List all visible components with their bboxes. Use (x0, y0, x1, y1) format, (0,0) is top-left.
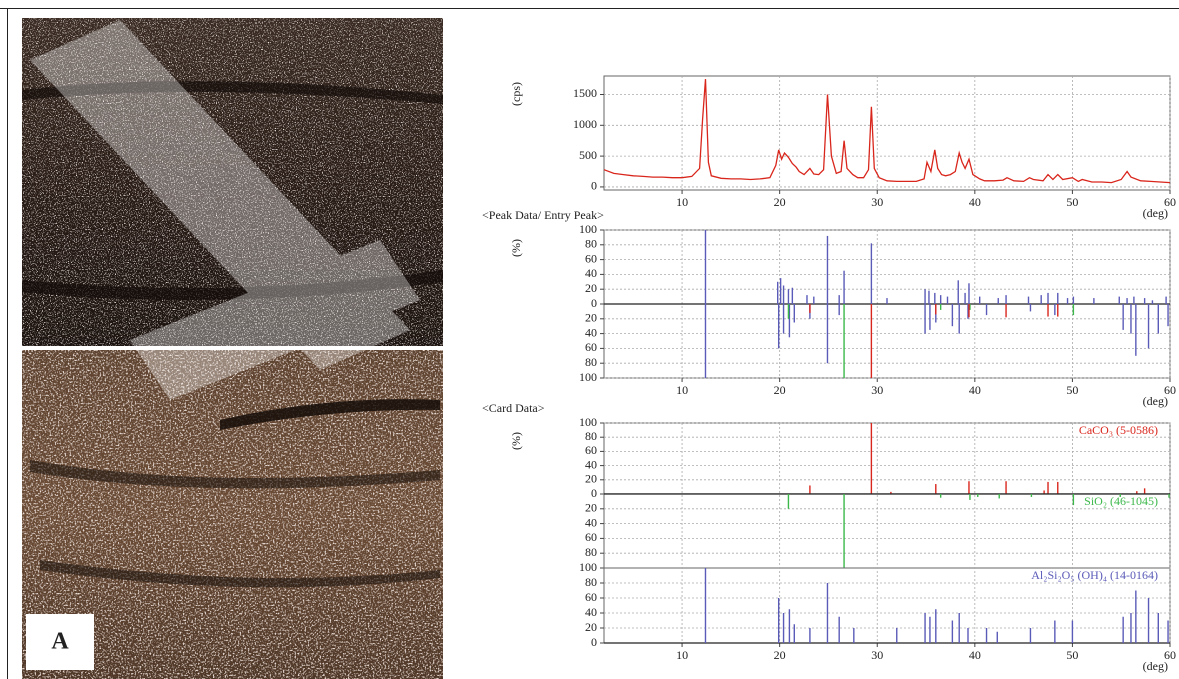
y-tick-label: 100 (579, 222, 597, 236)
x-tick-label: 30 (871, 195, 883, 209)
x-tick-label: 50 (1066, 648, 1078, 662)
chart-title: <Peak Data/ Entry Peak> (482, 208, 604, 222)
x-tick-label: 10 (676, 648, 688, 662)
y-tick-label: 0 (591, 179, 597, 193)
x-tick-label: 20 (774, 648, 786, 662)
y-tick-label: 20 (585, 620, 597, 634)
x-tick-label: 60 (1164, 195, 1176, 209)
x-tick-label: 10 (676, 195, 688, 209)
x-axis-label: (deg) (1143, 659, 1168, 673)
y-tick-label: 20 (585, 472, 597, 486)
y-tick-label: 1000 (573, 117, 597, 131)
y-tick-label: 80 (585, 237, 597, 251)
x-axis-label: (deg) (1143, 206, 1168, 220)
panel-label: A (51, 629, 69, 655)
x-tick-label: 20 (774, 383, 786, 397)
x-tick-label: 10 (676, 383, 688, 397)
y-axis-label: (%) (509, 432, 523, 450)
y-tick-label: 40 (585, 515, 597, 529)
plot-area (603, 75, 1171, 191)
plot-area (603, 422, 1171, 495)
chart-title: <Card Data> (482, 401, 545, 415)
y-tick-label: 1500 (573, 86, 597, 100)
y-tick-label: 100 (579, 415, 597, 429)
y-tick-label: 0 (591, 296, 597, 310)
x-tick-label: 20 (774, 195, 786, 209)
plot-area (603, 567, 1171, 644)
data-line (603, 79, 1171, 184)
x-tick-label: 40 (969, 195, 981, 209)
legend-entry: Al₂Si₂O₅ (OH)₄ (14-0164) (1031, 568, 1158, 582)
x-axis-label: (deg) (1143, 394, 1168, 408)
y-tick-label: 60 (585, 443, 597, 457)
legend-entry: SiO₂ (46-1045) (1084, 494, 1158, 508)
photo-top (22, 18, 443, 346)
y-tick-label: 20 (585, 311, 597, 325)
y-tick-label: 100 (579, 560, 597, 574)
y-tick-label: 500 (579, 148, 597, 162)
y-tick-label: 80 (585, 575, 597, 589)
y-tick-label: 40 (585, 266, 597, 280)
x-tick-label: 50 (1066, 195, 1078, 209)
y-tick-label: 80 (585, 429, 597, 443)
x-tick-label: 30 (871, 648, 883, 662)
x-tick-label: 60 (1164, 648, 1176, 662)
plot-area (603, 493, 1171, 569)
y-tick-label: 80 (585, 545, 597, 559)
y-tick-label: 60 (585, 590, 597, 604)
x-tick-label: 30 (871, 383, 883, 397)
y-tick-label: 40 (585, 605, 597, 619)
y-tick-label: 40 (585, 457, 597, 471)
y-tick-label: 80 (585, 355, 597, 369)
y-tick-label: 60 (585, 251, 597, 265)
y-tick-label: 60 (585, 530, 597, 544)
y-tick-label: 100 (579, 370, 597, 384)
x-tick-label: 40 (969, 648, 981, 662)
x-tick-label: 60 (1164, 383, 1176, 397)
y-tick-label: 60 (585, 340, 597, 354)
x-tick-label: 50 (1066, 383, 1078, 397)
y-axis-label: (%) (509, 239, 523, 257)
y-tick-label: 20 (585, 281, 597, 295)
y-tick-label: 20 (585, 501, 597, 515)
y-tick-label: 0 (591, 486, 597, 500)
x-tick-label: 40 (969, 383, 981, 397)
legend-entry: CaCO₃ (5-0586) (1079, 423, 1158, 437)
y-axis-label: (cps) (509, 82, 523, 106)
y-tick-label: 0 (591, 635, 597, 649)
y-tick-label: 40 (585, 325, 597, 339)
panel-label-box (26, 614, 94, 670)
watermark (30, 20, 420, 400)
